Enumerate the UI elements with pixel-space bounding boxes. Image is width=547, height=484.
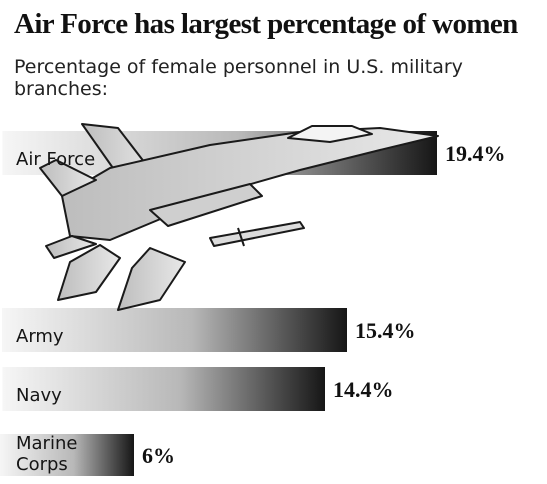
category-label: Navy [16, 385, 62, 406]
category-label: Marine Corps [16, 433, 77, 475]
chart-title: Air Force has largest percentage of wome… [14, 8, 518, 40]
category-labels: Air Force Army Navy Marine Corps [16, 149, 95, 475]
bar-marine-corps [0, 434, 134, 476]
value-label: 6% [142, 443, 175, 468]
value-label: 19.4% [445, 141, 506, 166]
bar-army [2, 308, 347, 352]
value-labels: 19.4% 15.4% 14.4% 6% [142, 141, 506, 468]
bar-navy [2, 367, 325, 411]
value-label: 15.4% [355, 318, 416, 343]
category-label: Air Force [16, 149, 95, 170]
fighter-jet-icon [39, 123, 439, 311]
category-label: Army [16, 326, 64, 347]
value-label: 14.4% [333, 377, 394, 402]
chart-subtitle: Percentage of female personnel in U.S. m… [14, 56, 463, 100]
